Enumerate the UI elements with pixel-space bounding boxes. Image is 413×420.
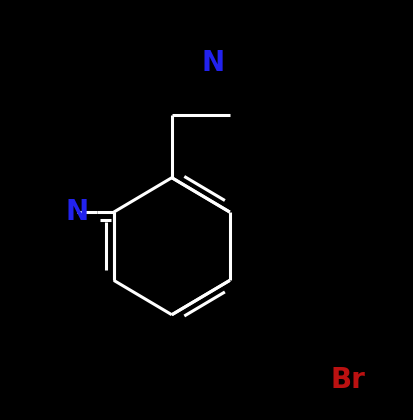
Text: N: N xyxy=(65,198,88,226)
Text: N: N xyxy=(201,49,224,77)
Text: Br: Br xyxy=(330,366,364,394)
